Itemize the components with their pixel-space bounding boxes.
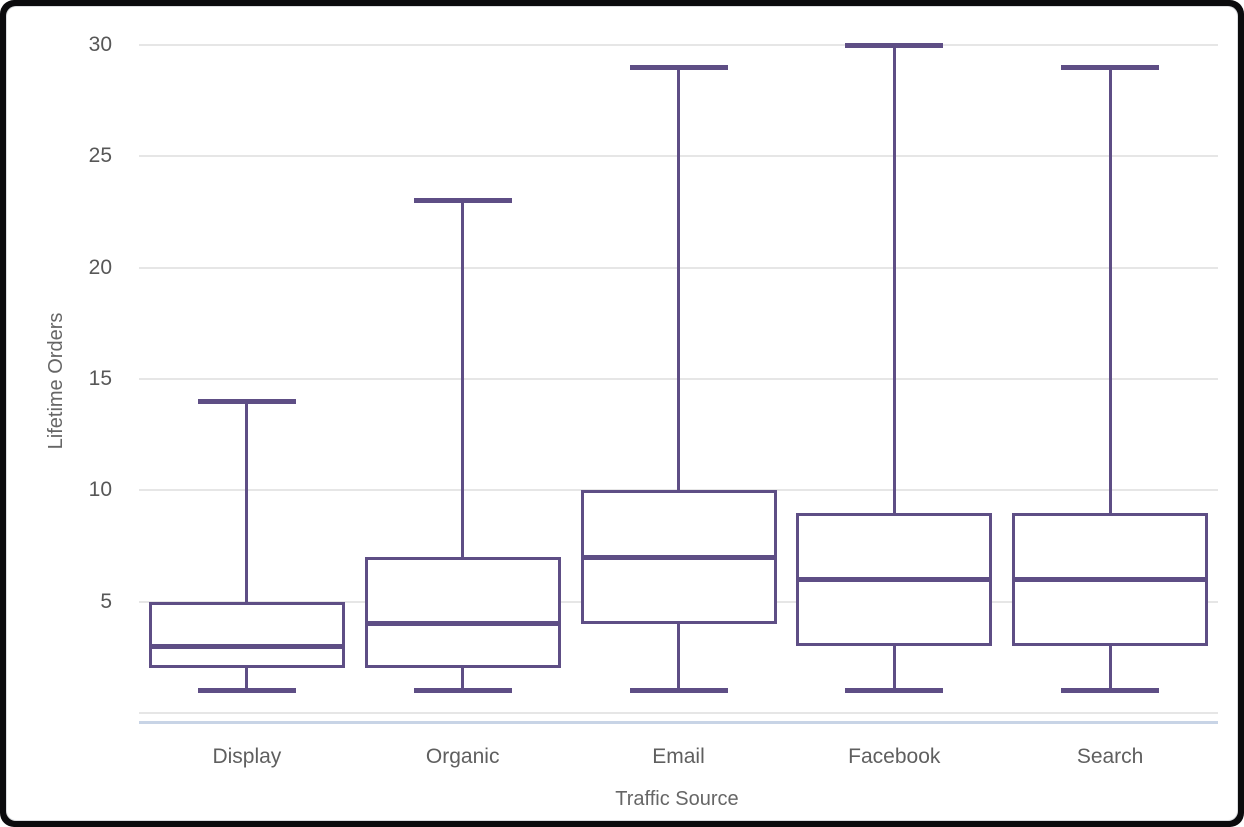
whisker-upper-stem [245, 401, 249, 602]
whisker-upper-cap [629, 64, 728, 70]
x-category-label: Search [1076, 745, 1144, 768]
whisker-upper-cap [1061, 64, 1160, 70]
whisker-upper-stem [1108, 67, 1112, 513]
whisker-lower-cap [197, 688, 296, 694]
whisker-lower-cap [629, 688, 728, 694]
y-tick-label: 25 [88, 144, 112, 168]
whisker-lower-stem [461, 668, 465, 691]
chart-card [6, 6, 1238, 821]
median-line [1012, 576, 1209, 582]
whisker-lower-cap [1061, 688, 1160, 694]
box-organic [364, 557, 561, 669]
whisker-upper-cap [413, 198, 512, 204]
y-tick-label: 15 [88, 367, 112, 390]
median-line [148, 643, 345, 649]
y-tick-label: 10 [88, 478, 112, 502]
x-category-label: Facebook [848, 745, 941, 768]
box-display [148, 601, 345, 669]
whisker-lower-cap [413, 688, 512, 694]
median-line [580, 554, 777, 560]
x-category-label: Display [212, 745, 282, 768]
y-tick-label: 30 [88, 33, 112, 56]
whisker-lower-stem [677, 623, 680, 691]
x-category-label: Email [652, 745, 705, 768]
x-category-label: Organic [425, 745, 500, 768]
whisker-upper-stem [677, 67, 680, 491]
median-line [364, 621, 561, 627]
whisker-lower-cap [845, 688, 944, 694]
gridline [139, 712, 1218, 714]
whisker-upper-cap [845, 42, 944, 48]
whisker-upper-cap [197, 398, 296, 404]
x-axis-line [139, 721, 1218, 724]
whisker-upper-stem [892, 45, 896, 513]
whisker-upper-stem [461, 200, 465, 558]
whisker-lower-stem [892, 646, 896, 691]
whisker-lower-stem [245, 668, 249, 691]
whisker-lower-stem [1108, 646, 1112, 691]
y-tick-label: 5 [100, 589, 112, 613]
median-line [796, 576, 993, 582]
x-axis-title: Traffic Source [615, 788, 739, 810]
y-tick-label: 20 [88, 255, 112, 279]
gridline [139, 44, 1218, 46]
